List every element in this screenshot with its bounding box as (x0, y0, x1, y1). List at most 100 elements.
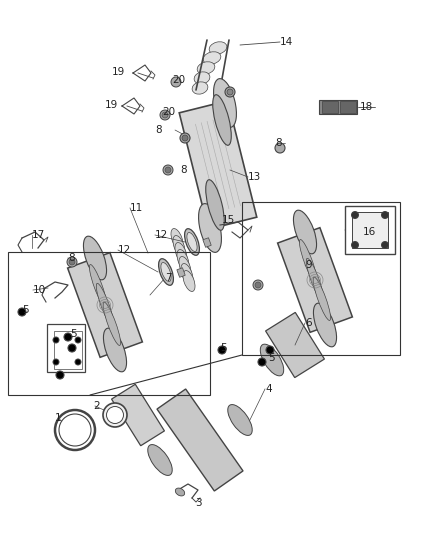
Ellipse shape (213, 95, 231, 146)
Ellipse shape (103, 302, 120, 345)
Ellipse shape (206, 180, 224, 230)
Text: 14: 14 (280, 37, 293, 47)
Text: 20: 20 (172, 75, 185, 85)
Ellipse shape (192, 82, 208, 94)
Text: 15: 15 (222, 215, 235, 225)
Circle shape (64, 333, 72, 341)
Ellipse shape (275, 143, 285, 153)
Text: 13: 13 (248, 172, 261, 182)
Circle shape (266, 346, 274, 354)
Polygon shape (319, 100, 357, 114)
Ellipse shape (181, 263, 193, 285)
Ellipse shape (198, 204, 222, 253)
Ellipse shape (67, 257, 77, 267)
Text: 18: 18 (360, 102, 373, 112)
Circle shape (53, 359, 59, 365)
Text: 3: 3 (195, 498, 201, 508)
Text: 12: 12 (118, 245, 131, 255)
Ellipse shape (313, 277, 331, 320)
Circle shape (352, 241, 358, 248)
Polygon shape (278, 228, 353, 333)
Polygon shape (322, 101, 338, 113)
Text: 9: 9 (305, 260, 311, 270)
Text: 5: 5 (22, 305, 28, 315)
Ellipse shape (260, 344, 284, 376)
Circle shape (258, 358, 266, 366)
Circle shape (218, 346, 226, 354)
Ellipse shape (255, 282, 261, 288)
Text: 17: 17 (32, 230, 45, 240)
Polygon shape (340, 101, 356, 113)
Ellipse shape (306, 259, 324, 302)
Ellipse shape (300, 239, 317, 283)
Text: 8: 8 (155, 125, 162, 135)
Ellipse shape (89, 264, 107, 308)
Ellipse shape (96, 284, 114, 327)
Ellipse shape (165, 167, 171, 173)
Text: 10: 10 (33, 285, 46, 295)
Ellipse shape (314, 303, 336, 347)
Ellipse shape (227, 89, 233, 95)
Ellipse shape (162, 112, 168, 118)
Text: 1: 1 (55, 413, 62, 423)
Text: 6: 6 (305, 318, 311, 328)
Ellipse shape (175, 243, 187, 263)
Ellipse shape (171, 229, 183, 249)
Text: 5: 5 (268, 353, 275, 363)
Polygon shape (203, 238, 211, 247)
Ellipse shape (214, 79, 237, 127)
Polygon shape (345, 206, 395, 254)
Ellipse shape (194, 72, 210, 84)
Ellipse shape (160, 110, 170, 120)
Ellipse shape (171, 77, 181, 87)
Text: 20: 20 (162, 107, 175, 117)
Ellipse shape (106, 407, 124, 424)
Ellipse shape (69, 259, 75, 265)
Ellipse shape (177, 249, 189, 270)
Polygon shape (54, 331, 82, 369)
Ellipse shape (293, 210, 317, 254)
Ellipse shape (163, 165, 173, 175)
Ellipse shape (103, 403, 127, 427)
Polygon shape (265, 312, 325, 377)
Text: 11: 11 (130, 203, 143, 213)
Ellipse shape (84, 236, 106, 280)
Text: 4: 4 (265, 384, 272, 394)
Text: 19: 19 (112, 67, 125, 77)
Ellipse shape (187, 232, 197, 252)
Circle shape (53, 337, 59, 343)
Ellipse shape (182, 135, 188, 141)
Text: 5: 5 (70, 329, 77, 339)
Ellipse shape (159, 259, 173, 285)
Ellipse shape (179, 256, 191, 278)
Text: 19: 19 (105, 100, 118, 110)
Text: 7: 7 (165, 273, 172, 283)
Polygon shape (352, 212, 388, 248)
Ellipse shape (184, 229, 199, 255)
Text: 16: 16 (363, 227, 376, 237)
Text: 8: 8 (68, 253, 74, 263)
Circle shape (18, 308, 26, 316)
Circle shape (68, 344, 76, 352)
Ellipse shape (209, 42, 227, 54)
Ellipse shape (228, 405, 252, 435)
Ellipse shape (103, 328, 127, 372)
Polygon shape (112, 384, 164, 446)
Ellipse shape (183, 271, 195, 292)
Ellipse shape (203, 52, 221, 64)
Polygon shape (47, 324, 85, 372)
Ellipse shape (225, 87, 235, 97)
Polygon shape (157, 389, 243, 491)
Circle shape (56, 371, 64, 379)
Ellipse shape (59, 414, 91, 446)
Circle shape (381, 241, 389, 248)
Polygon shape (67, 253, 142, 357)
Ellipse shape (175, 488, 185, 496)
Ellipse shape (180, 133, 190, 143)
Text: 12: 12 (155, 230, 168, 240)
Circle shape (381, 212, 389, 219)
Polygon shape (179, 101, 257, 229)
Text: 5: 5 (220, 343, 226, 353)
Ellipse shape (197, 62, 215, 74)
Text: 2: 2 (93, 401, 99, 411)
